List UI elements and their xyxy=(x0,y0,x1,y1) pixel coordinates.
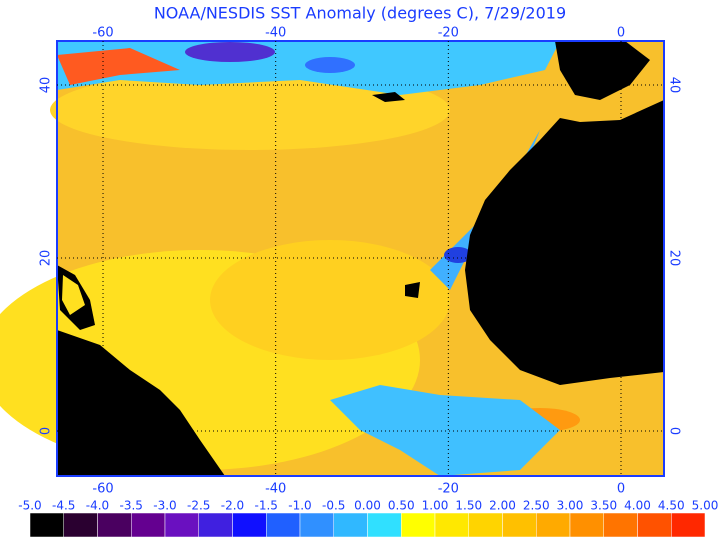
colorbar-label: 2.00 xyxy=(489,499,516,513)
colorbar-label: -4.0 xyxy=(86,499,109,513)
lon-label: 0 xyxy=(617,482,625,497)
colorbar-label: -3.5 xyxy=(120,499,143,513)
warm-area xyxy=(50,70,450,150)
lat-label: 40 xyxy=(39,77,54,94)
colorbar-label: -0.5 xyxy=(322,499,345,513)
colorbar-label: -5.0 xyxy=(18,499,41,513)
land xyxy=(372,92,405,102)
color-swatch xyxy=(63,512,98,538)
title: NOAA/NESDIS SST Anomaly (degrees C), 7/2… xyxy=(154,4,566,23)
colorbar-label: -4.5 xyxy=(52,499,75,513)
lon-label: -20 xyxy=(438,26,459,41)
colorbar-label: 0.00 xyxy=(354,499,381,513)
land xyxy=(555,41,650,100)
colorbar-label: 1.00 xyxy=(422,499,449,513)
lat-label: 20 xyxy=(39,250,54,267)
color-swatch xyxy=(536,512,571,538)
map xyxy=(0,40,665,477)
color-swatch xyxy=(434,512,469,538)
colorbar-label: -2.0 xyxy=(221,499,244,513)
colorbar-label: 3.50 xyxy=(590,499,617,513)
color-swatch xyxy=(367,512,402,538)
graticule: -60 -60 -40 -40 -20 -20 0 0 40 40 20 20 0 0 xyxy=(39,26,682,497)
colorbar-label: 0.50 xyxy=(388,499,415,513)
lon-label: -20 xyxy=(438,482,459,497)
colorbar-label: -2.5 xyxy=(187,499,210,513)
colorbar-label: 3.00 xyxy=(557,499,584,513)
colorbar: -5.0 -4.5 -4.0 -3.5 -3.0 -2.5 -2.0 -1.5 -1.0 -0.5… xyxy=(18,499,718,538)
warm-area xyxy=(210,240,450,360)
color-swatch xyxy=(232,512,267,538)
hot-area xyxy=(57,48,180,85)
cold-area xyxy=(444,247,472,263)
color-swatch xyxy=(266,512,301,538)
colorbar-label: 1.50 xyxy=(455,499,482,513)
colorbar-label: 4.50 xyxy=(658,499,685,513)
colorbar-label: 5.00 xyxy=(692,499,719,513)
land xyxy=(57,330,225,476)
color-swatch xyxy=(97,512,132,538)
lon-label: -40 xyxy=(265,26,286,41)
land xyxy=(405,282,420,298)
colorbar-label: 2.50 xyxy=(523,499,550,513)
color-swatch xyxy=(637,512,672,538)
color-swatch xyxy=(502,512,537,538)
color-swatch xyxy=(569,512,604,538)
color-swatch xyxy=(29,512,64,538)
color-swatch xyxy=(671,512,706,538)
color-swatch xyxy=(468,512,503,538)
colorbar-label: -3.0 xyxy=(153,499,176,513)
lat-label: 20 xyxy=(667,250,682,267)
color-swatch xyxy=(299,512,334,538)
colorbar-label: -1.5 xyxy=(255,499,278,513)
lon-label: -60 xyxy=(92,482,113,497)
land xyxy=(465,100,664,385)
color-swatch xyxy=(164,512,199,538)
lon-label: 0 xyxy=(617,26,625,41)
lon-label: -40 xyxy=(265,482,286,497)
lat-label: 0 xyxy=(39,427,54,435)
cold-area xyxy=(305,57,355,73)
cold-area xyxy=(185,42,275,62)
ocean xyxy=(62,275,85,315)
lat-label: 0 xyxy=(667,427,682,435)
color-swatch xyxy=(401,512,436,538)
color-swatch xyxy=(333,512,368,538)
lat-label: 40 xyxy=(667,77,682,94)
color-swatch xyxy=(198,512,233,538)
color-swatch xyxy=(603,512,638,538)
colorbar-label: -1.0 xyxy=(288,499,311,513)
colorbar-label: 4.00 xyxy=(624,499,651,513)
color-swatch xyxy=(131,512,166,538)
lon-label: -60 xyxy=(92,26,113,41)
